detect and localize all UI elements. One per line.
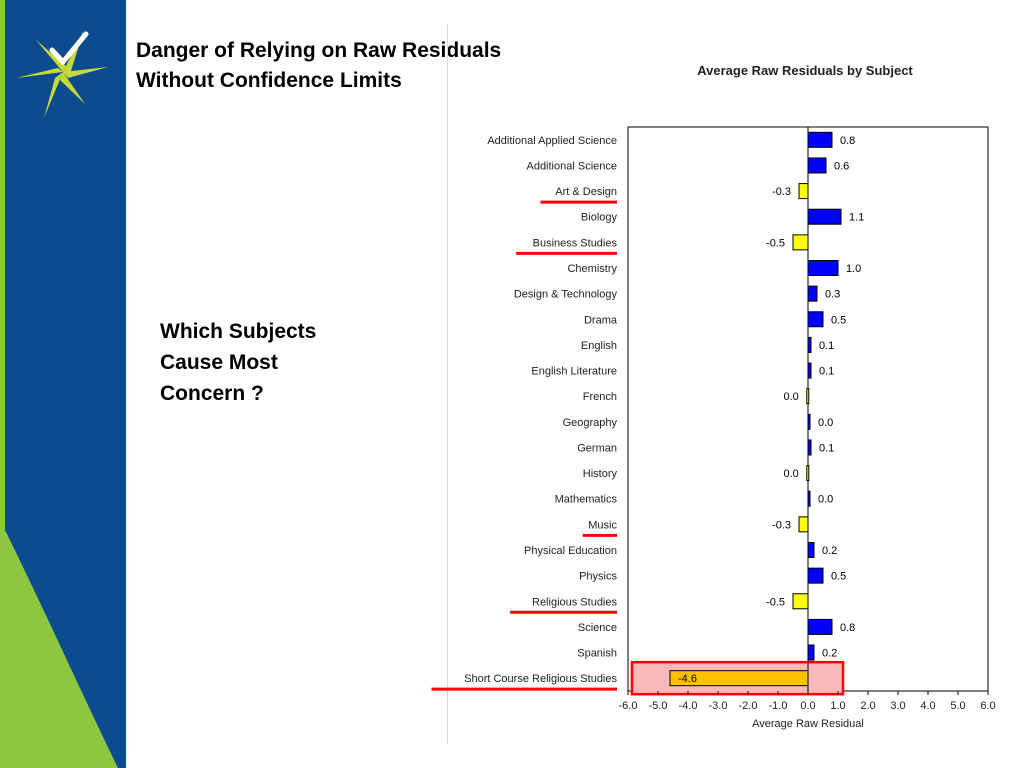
slide-title-line-2: Without Confidence Limits (136, 69, 402, 92)
value-label-science: 0.8 (840, 622, 855, 634)
value-label-religious-studies: -0.5 (766, 596, 785, 608)
value-label-drama: 0.5 (831, 314, 846, 326)
x-tick-label: -2.0 (739, 700, 758, 712)
sidebar-left-stripe (0, 0, 5, 768)
bar-biology (807, 208, 842, 225)
bar-additional-science (807, 157, 827, 174)
sidebar-panel (0, 0, 126, 768)
value-label-physics: 0.5 (831, 571, 846, 583)
category-label-design-and-technology: Design & Technology (514, 289, 618, 301)
vertical-divider (447, 24, 448, 744)
category-label-german: German (577, 442, 617, 454)
sidebar-green-swoosh (0, 520, 118, 768)
slide-title-line-1: Danger of Relying on Raw Residuals (136, 39, 502, 62)
category-label-art-and-design: Art & Design (555, 186, 617, 198)
bar-music (798, 516, 809, 533)
x-tick-label: -3.0 (709, 700, 728, 712)
value-label-chemistry: 1.0 (846, 263, 861, 275)
bar-chemistry (807, 260, 839, 276)
category-label-drama: Drama (584, 314, 618, 326)
category-label-physics: Physics (579, 571, 617, 583)
value-label-design-and-technology: 0.3 (825, 289, 840, 301)
category-label-chemistry: Chemistry (567, 263, 617, 275)
category-label-mathematics: Mathematics (555, 494, 618, 506)
x-tick-label: -5.0 (649, 700, 668, 712)
bar-short-course-religious-studies (669, 670, 809, 687)
value-label-art-and-design: -0.3 (772, 186, 791, 198)
x-tick-label: -4.0 (679, 700, 698, 712)
bar-english (807, 336, 812, 353)
category-label-history: History (583, 468, 618, 480)
category-label-spanish: Spanish (577, 648, 617, 660)
value-label-french: 0.0 (784, 391, 799, 403)
value-label-mathematics: 0.0 (818, 494, 833, 506)
category-label-french: French (583, 391, 617, 403)
category-label-geography: Geography (563, 417, 618, 429)
value-label-geography: 0.0 (818, 417, 833, 429)
bar-science (807, 618, 833, 635)
x-tick-label: 6.0 (980, 700, 995, 712)
bar-design-and-technology (807, 285, 818, 302)
bar-additional-applied-science (807, 131, 833, 148)
category-label-business-studies: Business Studies (533, 237, 618, 249)
bar-english-literature (807, 362, 812, 379)
category-label-additional-applied-science: Additional Applied Science (487, 135, 617, 147)
x-tick-label: 3.0 (890, 700, 905, 712)
category-label-biology: Biology (581, 212, 618, 224)
category-label-english: English (581, 340, 617, 352)
bar-business-studies (792, 234, 809, 251)
value-label-business-studies: -0.5 (766, 237, 785, 249)
bar-religious-studies (792, 593, 809, 610)
value-label-history: 0.0 (784, 468, 799, 480)
bar-art-and-design (798, 183, 809, 200)
x-tick-label: -6.0 (619, 700, 638, 712)
category-label-science: Science (578, 622, 617, 634)
value-label-music: -0.3 (772, 519, 791, 531)
bar-physical-education (807, 542, 815, 558)
category-label-english-literature: English Literature (531, 366, 617, 378)
x-tick-label: -1.0 (769, 700, 788, 712)
value-label-physical-education: 0.2 (822, 545, 837, 557)
chart-title: Average Raw Residuals by Subject (697, 63, 913, 78)
value-label-english-literature: 0.1 (819, 366, 834, 378)
value-label-additional-applied-science: 0.8 (840, 135, 855, 147)
question-line-2: Cause Most (160, 351, 278, 374)
x-tick-label: 4.0 (920, 700, 935, 712)
bar-geography (807, 413, 811, 430)
bar-french (806, 388, 810, 405)
bar-physics (807, 567, 824, 584)
star-logo-icon (16, 30, 108, 118)
value-label-additional-science: 0.6 (834, 160, 849, 172)
question-line-1: Which Subjects (160, 320, 317, 343)
category-label-music: Music (588, 519, 617, 531)
bar-german (807, 439, 812, 456)
value-label-biology: 1.1 (849, 212, 864, 224)
x-tick-label: 2.0 (860, 700, 875, 712)
slide-title: Danger of Relying on Raw Residuals Witho… (136, 36, 606, 96)
category-label-additional-science: Additional Science (526, 160, 617, 172)
bar-spanish (807, 644, 815, 661)
question-text: Which Subjects Cause Most Concern ? (160, 316, 420, 409)
value-label-german: 0.1 (819, 442, 834, 454)
category-label-short-course-religious-studies: Short Course Religious Studies (464, 673, 617, 685)
x-tick-label: 5.0 (950, 700, 965, 712)
bar-mathematics (807, 490, 811, 507)
bar-drama (807, 311, 824, 328)
value-label-spanish: 0.2 (822, 648, 837, 660)
x-axis-label: Average Raw Residual (752, 718, 864, 730)
category-label-religious-studies: Religious Studies (532, 596, 617, 608)
value-label-english: 0.1 (819, 340, 834, 352)
value-label-short-course-religious-studies: -4.6 (678, 673, 697, 685)
category-label-physical-education: Physical Education (524, 545, 617, 557)
bar-history (806, 465, 810, 482)
x-tick-label: 0.0 (800, 700, 815, 712)
x-tick-label: 1.0 (830, 700, 845, 712)
question-line-3: Concern ? (160, 382, 264, 405)
